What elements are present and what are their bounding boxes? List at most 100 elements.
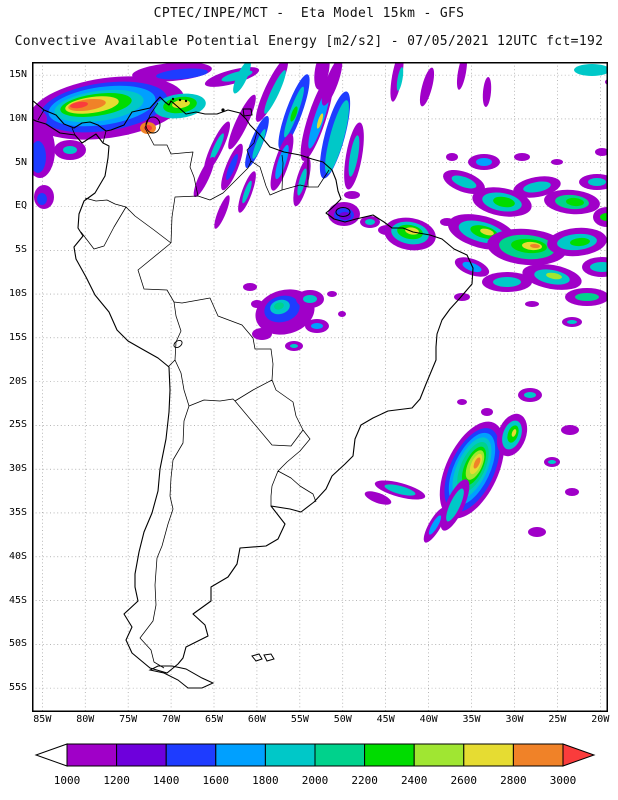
cape-region bbox=[595, 148, 608, 156]
cape-shading bbox=[32, 62, 608, 543]
cape-region bbox=[290, 106, 298, 122]
cape-region bbox=[446, 153, 458, 161]
lon-tick-label: 60W bbox=[247, 714, 266, 725]
cape-region bbox=[600, 213, 608, 221]
lon-tick-label: 35W bbox=[462, 714, 481, 725]
cape-region bbox=[511, 429, 517, 437]
lon-tick-label: 65W bbox=[204, 714, 224, 725]
colorbar-svg: 1000 1200 1400 1600 1800 2000 2200 2400 2600 2800… bbox=[34, 743, 596, 787]
lat-tick-label: 15N bbox=[8, 69, 27, 81]
cape-region bbox=[252, 129, 266, 159]
lon-tick-label: 55W bbox=[290, 714, 309, 725]
marajo-island bbox=[335, 207, 351, 217]
cape-region bbox=[327, 291, 337, 297]
colorbar-segment bbox=[116, 743, 167, 767]
lat-tick-label: 50S bbox=[8, 638, 27, 650]
cape-region bbox=[457, 399, 467, 405]
cape-region bbox=[524, 392, 536, 398]
cape-region bbox=[575, 293, 599, 301]
cape-region bbox=[548, 460, 556, 464]
cape-region bbox=[454, 293, 470, 301]
map-frame bbox=[32, 62, 608, 712]
cape-region bbox=[590, 262, 608, 272]
colorbar-tick-label: 2800 bbox=[500, 774, 527, 787]
cape-region bbox=[567, 320, 577, 324]
colorbar-tick-label: 2400 bbox=[401, 774, 428, 787]
lon-tick-label: 85W bbox=[33, 714, 52, 725]
lon-tick-label: 75W bbox=[119, 714, 138, 725]
lat-tick-label: 10S bbox=[8, 288, 27, 300]
cape-region bbox=[428, 515, 442, 535]
cape-region bbox=[546, 272, 562, 280]
cape-region bbox=[321, 62, 343, 106]
lat-tick-label: 10N bbox=[8, 112, 27, 124]
lat-tick-label: 25S bbox=[8, 419, 27, 431]
cape-region bbox=[311, 323, 323, 329]
colorbar-tick-label: 2000 bbox=[302, 774, 329, 787]
cape-region bbox=[214, 195, 230, 229]
cape-region bbox=[274, 302, 284, 310]
cape-region bbox=[233, 62, 251, 94]
colorbar-tick-label: 1400 bbox=[153, 774, 180, 787]
cape-region bbox=[348, 135, 360, 177]
lat-tick-label: 20S bbox=[8, 375, 27, 387]
cape-region bbox=[303, 295, 317, 303]
colorbar-tick-label: 1000 bbox=[54, 774, 81, 787]
south-america-coastline bbox=[32, 96, 474, 674]
cape-region bbox=[251, 300, 263, 308]
lake-titicaca bbox=[173, 339, 183, 349]
cape-region bbox=[193, 156, 215, 198]
tierra-del-fuego-island bbox=[148, 665, 215, 689]
cape-region bbox=[523, 181, 551, 193]
lon-axis: 85W 80W 75W 70W 65W 60W 55W 50W 45W 40W 35W 30W 25W 2… bbox=[32, 714, 612, 728]
colorbar-segment bbox=[165, 743, 217, 767]
colorbar-tick-label: 1200 bbox=[103, 774, 130, 787]
cape-region bbox=[210, 133, 224, 161]
cape-region bbox=[574, 64, 608, 76]
colorbar-tick-label: 1600 bbox=[203, 774, 230, 787]
colorbar-segment bbox=[413, 743, 465, 767]
cape-region bbox=[384, 484, 416, 496]
lat-axis: 15N 10N 5N EQ 5S 10S 15S 20S 25S 30S 35S 40S 45S 50S 5… bbox=[0, 62, 29, 722]
cape-region bbox=[228, 94, 256, 150]
colorbar-tick-label: 2200 bbox=[351, 774, 378, 787]
lat-tick-label: 15S bbox=[8, 331, 27, 343]
page-subtitle: Convective Available Potential Energy [m… bbox=[14, 34, 604, 49]
cape-region bbox=[297, 168, 307, 196]
cape-region bbox=[530, 243, 540, 249]
cape-region bbox=[476, 158, 492, 166]
colorbar-tick-label: 2600 bbox=[451, 774, 478, 787]
cape-region bbox=[32, 141, 46, 173]
cape-region bbox=[570, 237, 590, 247]
lon-tick-label: 70W bbox=[162, 714, 181, 725]
lat-tick-label: 35S bbox=[8, 506, 27, 518]
cape-region bbox=[493, 196, 515, 208]
cape-region bbox=[566, 197, 584, 207]
cape-region bbox=[525, 301, 539, 307]
cape-region bbox=[451, 175, 477, 189]
cape-region bbox=[446, 488, 464, 522]
colorbar-segment bbox=[463, 743, 514, 767]
cape-region bbox=[419, 67, 435, 107]
cape-region bbox=[364, 491, 392, 505]
cape-region bbox=[528, 527, 546, 537]
colorbar-segment bbox=[215, 743, 266, 767]
lat-tick-label: 30S bbox=[8, 463, 27, 475]
cape-region bbox=[344, 191, 360, 199]
lon-tick-label: 20W bbox=[591, 714, 610, 725]
page-title: CPTEC/INPE/MCT - Eta Model 15km - GFS bbox=[153, 6, 465, 21]
lon-tick-label: 30W bbox=[505, 714, 524, 725]
cape-region bbox=[365, 219, 375, 225]
lon-tick-label: 80W bbox=[76, 714, 95, 725]
lon-tick-label: 50W bbox=[333, 714, 352, 725]
trinidad-island bbox=[242, 108, 253, 117]
cape-region bbox=[456, 62, 468, 90]
lon-tick-label: 45W bbox=[376, 714, 395, 725]
lat-tick-label: 45S bbox=[8, 594, 27, 606]
cape-region bbox=[156, 68, 208, 80]
cape-region bbox=[493, 277, 521, 287]
cape-region bbox=[473, 457, 481, 469]
colorbar-left-arrow bbox=[34, 743, 68, 767]
cape-region bbox=[325, 100, 349, 174]
